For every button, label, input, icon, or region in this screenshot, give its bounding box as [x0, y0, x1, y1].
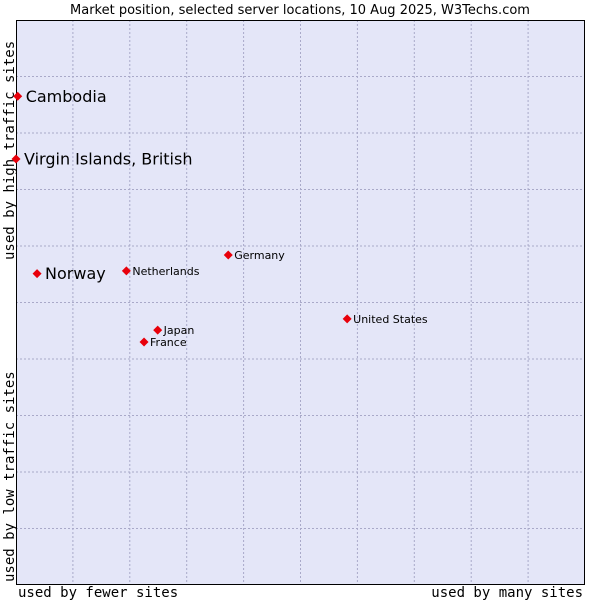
point-marker-virgin-islands-british — [11, 154, 21, 164]
point-marker-netherlands — [121, 266, 131, 276]
point-marker-norway — [32, 269, 42, 279]
point-label-france: France — [150, 336, 187, 349]
point-label-netherlands: Netherlands — [132, 265, 199, 278]
point-marker-japan — [153, 325, 163, 335]
point-label-virgin-islands-british: Virgin Islands, British — [24, 149, 192, 168]
y-axis-label-low-traffic: used by low traffic sites — [2, 371, 18, 582]
point-marker-germany — [223, 250, 233, 260]
point-label-germany: Germany — [234, 249, 285, 262]
chart-title: Market position, selected server locatio… — [70, 3, 530, 18]
y-axis-label-high-traffic: used by high traffic sites — [2, 41, 18, 260]
point-marker-france — [139, 337, 149, 347]
point-label-united-states: United States — [353, 313, 428, 326]
point-label-norway: Norway — [45, 264, 106, 283]
data-points: Cambodia Virgin Islands, British Germany Ne… — [11, 87, 428, 349]
point-label-cambodia: Cambodia — [26, 87, 107, 106]
plot-border — [16, 20, 585, 585]
point-marker-cambodia — [13, 91, 23, 101]
grid-lines — [16, 20, 585, 585]
point-label-japan: Japan — [163, 324, 195, 337]
point-marker-united-states — [342, 314, 352, 324]
x-axis-label-many: used by many sites — [431, 585, 583, 600]
x-axis-label-fewer: used by fewer sites — [18, 585, 178, 600]
